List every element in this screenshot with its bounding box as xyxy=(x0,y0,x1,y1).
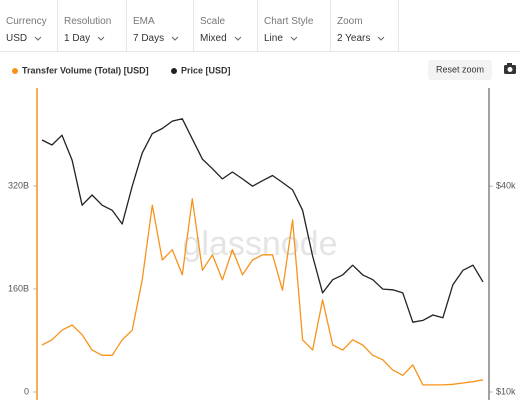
series-line xyxy=(41,118,484,323)
y-tick-label: 320B xyxy=(8,180,29,190)
y2-tick-label: $40k xyxy=(496,181,516,191)
chevron xyxy=(34,36,42,41)
chevron xyxy=(234,36,242,41)
reset-zoom-button[interactable] xyxy=(428,60,492,80)
legend-label[interactable]: Transfer Volume (Total) [USD] xyxy=(22,65,149,75)
legend-swatch xyxy=(12,68,18,74)
chevron xyxy=(97,36,105,41)
dropdown-value: Line xyxy=(264,33,330,44)
y-tick-label: 160B xyxy=(8,283,29,293)
series-line xyxy=(41,198,484,386)
value-text: Line xyxy=(264,33,283,44)
dropdown-value: 1 Day xyxy=(64,33,126,44)
dropdown-value: Mixed xyxy=(200,33,257,44)
chevron xyxy=(378,36,385,41)
value-text: Mixed xyxy=(200,33,227,44)
camera-icon[interactable] xyxy=(504,63,516,74)
chevron xyxy=(171,36,179,41)
dropdown-value: USD xyxy=(6,33,57,44)
y2-tick-label: $10k xyxy=(496,386,516,396)
value-text: 2 Years xyxy=(337,33,371,44)
dropdown-label: Scale xyxy=(200,16,226,27)
dropdown-label: Zoom xyxy=(337,16,363,27)
watermark: glassnode xyxy=(182,225,337,263)
dropdown-value: 2 Years xyxy=(337,33,398,44)
reset-zoom-label: Reset zoom xyxy=(436,64,484,74)
dropdown[interactable]: Scale Mixed xyxy=(194,0,258,52)
value-text: USD xyxy=(6,33,28,44)
legend-label[interactable]: Price [USD] xyxy=(181,65,231,75)
legend-swatch xyxy=(171,68,177,74)
toolbar: Currency USD Resolution 1 Day EMA 7 Days Sc… xyxy=(0,0,520,52)
dropdown[interactable]: EMA 7 Days xyxy=(127,0,194,52)
y-tick-label: 0 xyxy=(24,386,29,396)
dropdown[interactable]: Currency USD xyxy=(0,0,58,52)
dropdown-label: EMA xyxy=(133,16,155,27)
value-text: 7 Days xyxy=(133,33,165,44)
dropdown[interactable]: Zoom 2 Years xyxy=(331,0,399,52)
value-text: 1 Day xyxy=(64,33,91,44)
dropdown[interactable]: Resolution 1 Day xyxy=(58,0,127,52)
dropdown[interactable]: Chart Style Line xyxy=(258,0,331,52)
chevron xyxy=(290,36,298,41)
dropdown-value: 7 Days xyxy=(133,33,193,44)
dropdown-label: Resolution xyxy=(64,16,112,27)
chart: glassnode Transfer Volume (Total) [USD] … xyxy=(8,60,516,400)
dropdown-label: Currency xyxy=(6,16,47,27)
dropdown-label: Chart Style xyxy=(264,16,314,27)
